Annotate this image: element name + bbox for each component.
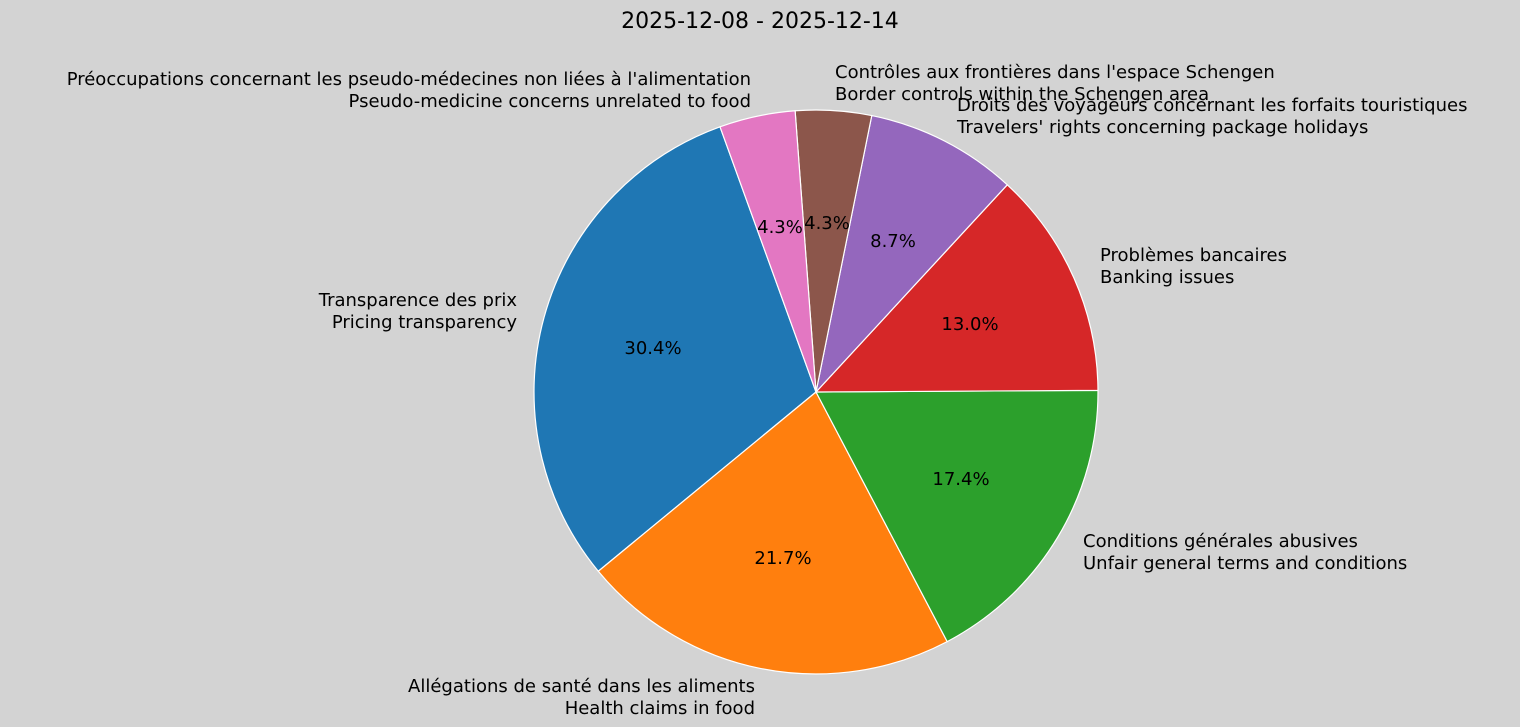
pie-percent-labels: 30.4% 21.7% 17.4% 13.0% 8.7% 4.3%4.3%	[624, 213, 998, 569]
chart-title: 2025-12-08 - 2025-12-14	[621, 9, 899, 34]
pie-slice	[814, 114, 1009, 394]
slice-category-label: Conditions générales abusives Unfair gene…	[1083, 531, 1407, 574]
slice-category-label: Droits des voyageurs concernant les forf…	[956, 95, 1467, 138]
slice-percent-label: 30.4%	[624, 338, 681, 359]
slice-percent-label: 21.7%	[754, 548, 811, 569]
pie-slices	[533, 109, 1099, 675]
slice-percent-label: 4.3%	[804, 213, 850, 234]
slice-category-label: Contrôles aux frontières dans l'espace S…	[835, 62, 1275, 105]
slice-category-label: Préoccupations concernant les pseudo-méd…	[67, 69, 751, 112]
pie-category-labels: Transparence des prix Pricing transparenc…	[67, 62, 1468, 719]
pie-slice	[719, 110, 817, 393]
pie-slice	[814, 183, 1099, 393]
slice-percent-label: 17.4%	[932, 469, 989, 490]
slice-percent-label: 4.3%	[757, 217, 803, 238]
slice-percent-label: 13.0%	[941, 314, 998, 335]
pie-slice	[533, 126, 817, 573]
pie-slice	[815, 389, 1099, 643]
slice-category-label: Allégations de santé dans les aliments He…	[408, 676, 755, 719]
slice-category-label: Problèmes bancaires Banking issues	[1100, 245, 1287, 288]
slice-percent-label: 8.7%	[870, 231, 916, 252]
slice-category-label: Transparence des prix Pricing transparenc…	[318, 290, 518, 333]
pie-slice	[597, 391, 949, 675]
